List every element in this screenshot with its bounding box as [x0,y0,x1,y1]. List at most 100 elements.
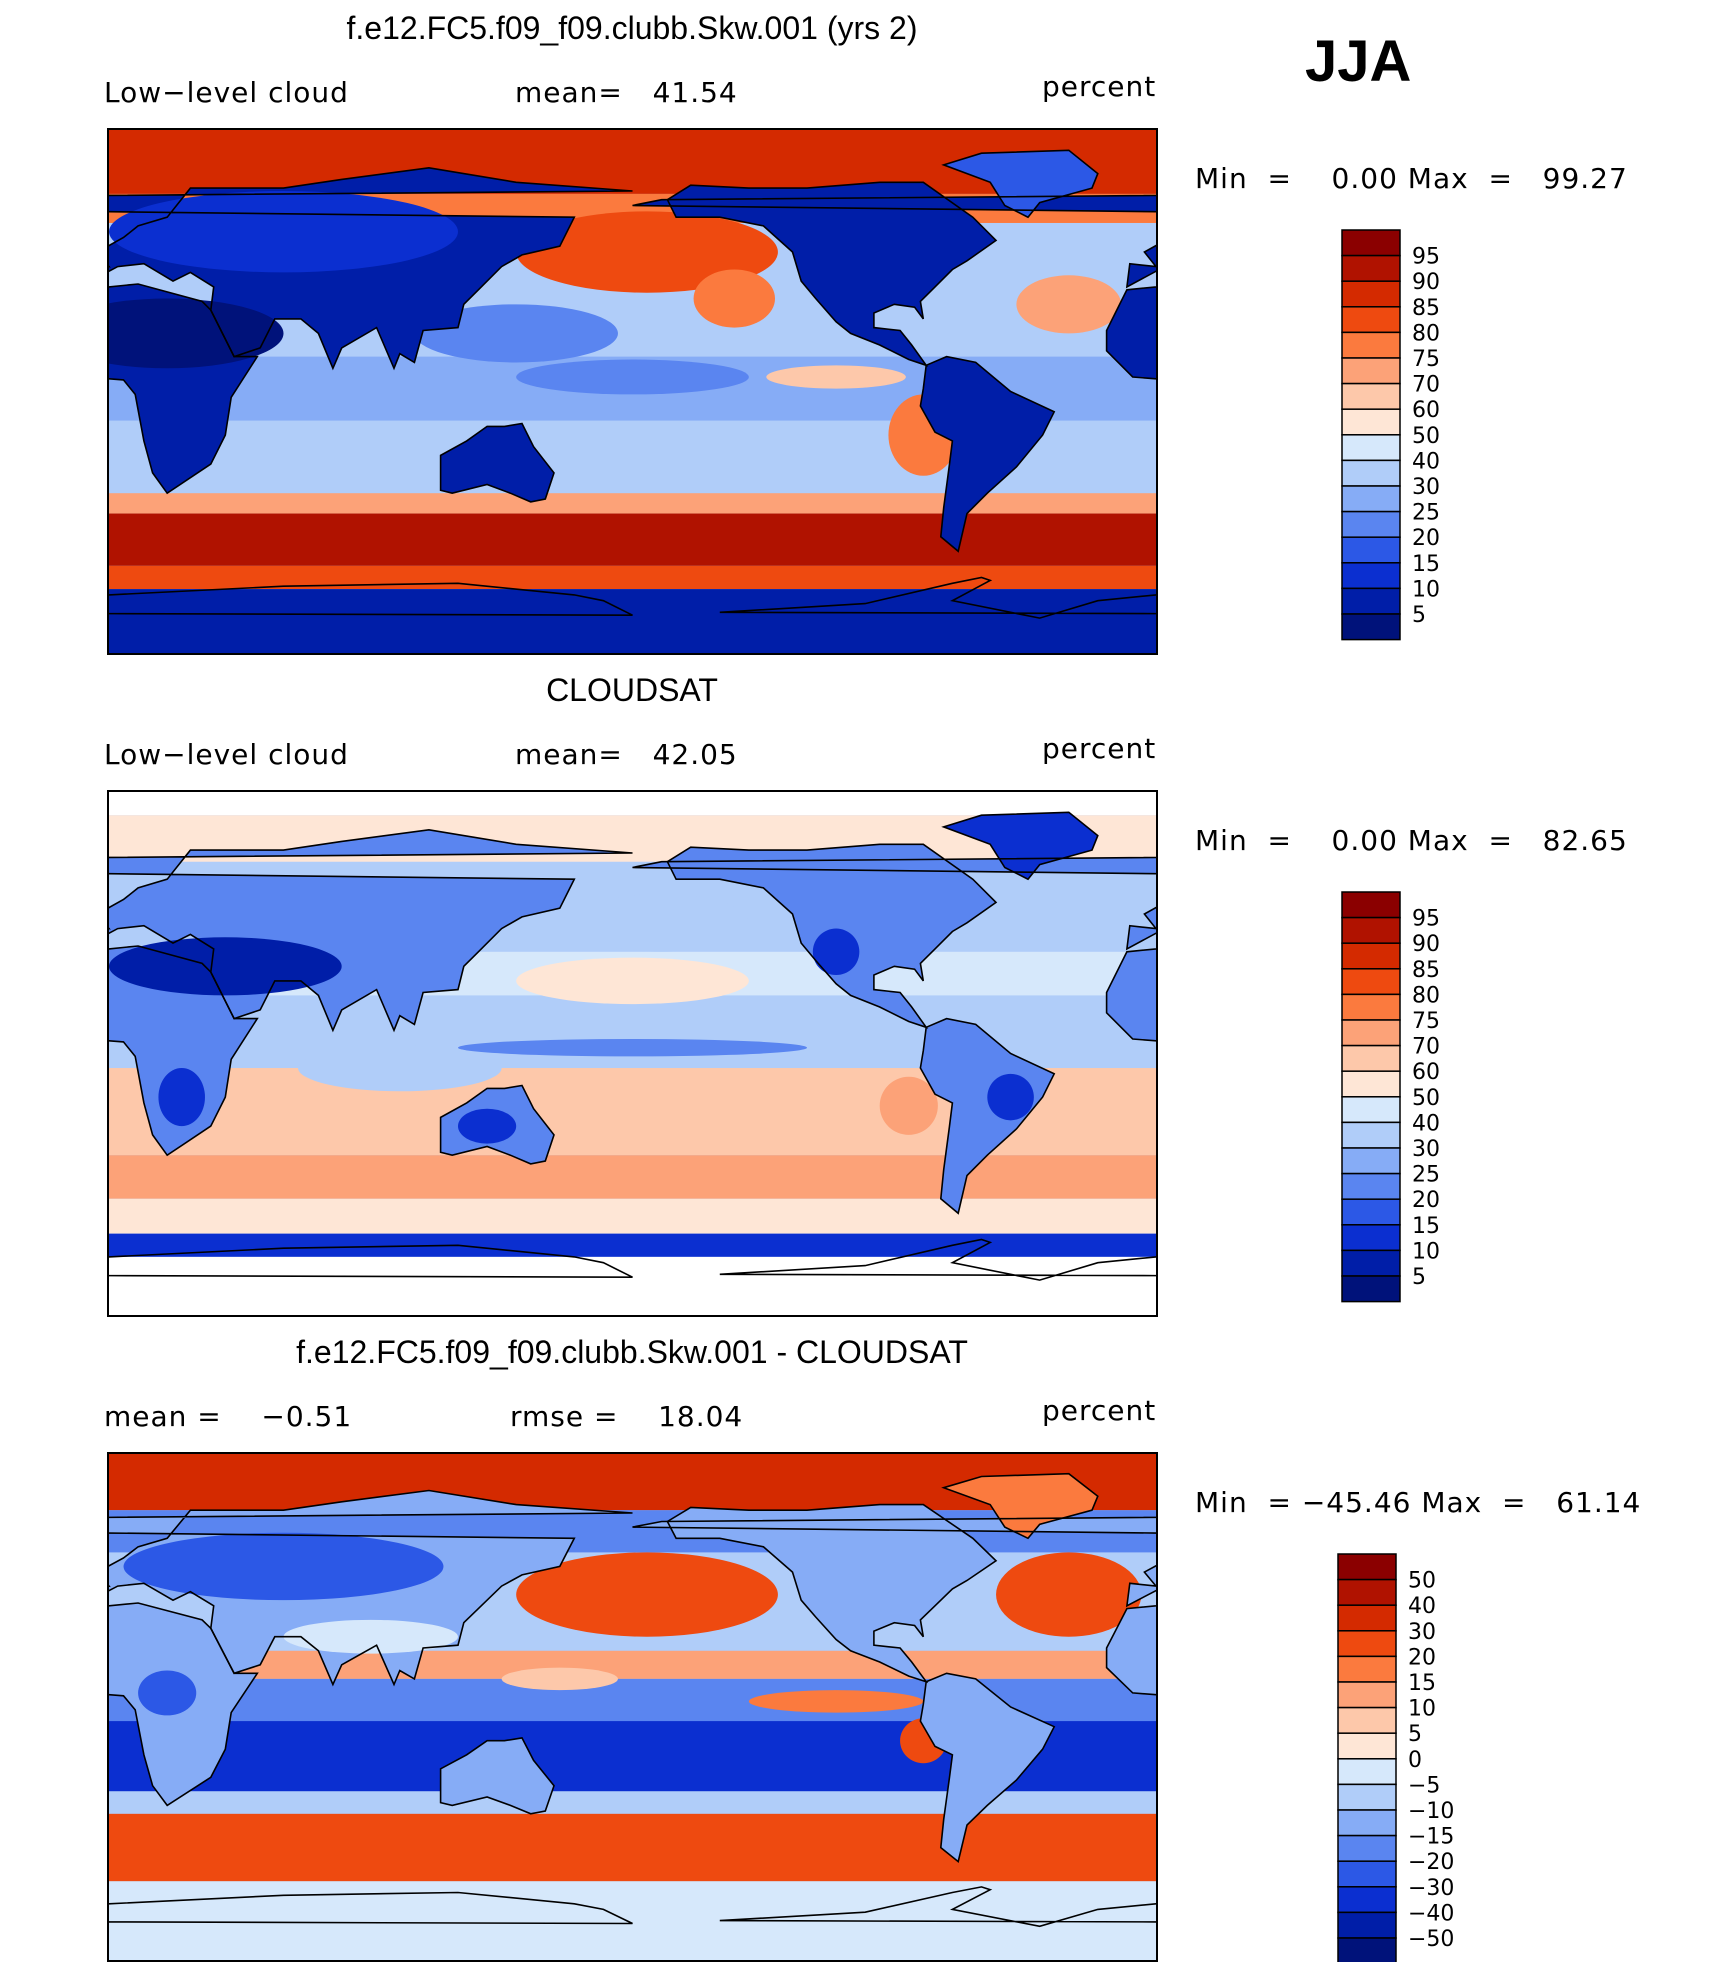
colorbar-tick-label: −40 [1408,1901,1454,1926]
colorbar-box [1341,382,1401,410]
colorbar-box [1341,459,1401,487]
coastline [439,1737,555,1815]
colorbar-box [1341,1121,1401,1149]
colorbar-box [1337,1809,1397,1837]
field-band [109,792,1156,816]
colorbar-box [1341,562,1401,590]
panel1-mean-label: mean= 41.54 [515,76,738,109]
colorbar-tick-label: 20 [1412,526,1440,551]
field-blob [123,1532,444,1601]
colorbar-box [1341,942,1401,970]
panel3-units-label: percent [1042,1394,1157,1427]
field-blob [109,298,284,369]
colorbar-tick-label: 60 [1412,1060,1440,1085]
coastline [109,283,259,495]
colorbar-box [1341,485,1401,513]
field-band [109,565,1156,590]
colorbar-box [1341,331,1401,359]
coastline [719,1886,1156,1928]
colorbar-tick-label: 95 [1412,907,1440,932]
colorbar-box [1337,1706,1397,1734]
panel1-title: f.e12.FC5.f09_f09.clubb.Skw.001 (yrs 2) [346,10,918,46]
colorbar-box [1341,1044,1401,1072]
coastline [919,1017,1056,1215]
colorbar-box [1341,1275,1401,1303]
field-band [109,589,1156,653]
field-band [109,1155,1156,1199]
colorbar-box [1337,1604,1397,1632]
colorbar-tick-label: 10 [1412,1239,1440,1264]
field-blob [458,1108,517,1144]
land-field [943,1473,1098,1539]
colorbar-tick-label: −30 [1408,1876,1454,1901]
coastline [109,1602,259,1807]
panel3-rmse-label: rmse = 18.04 [510,1400,744,1433]
colorbar-box [1341,510,1401,538]
land-field [440,423,554,502]
colorbar-tick-label: 10 [1412,577,1440,602]
coastline [109,828,633,1033]
field-band [109,1256,1156,1315]
colorbar-box [1337,1911,1397,1939]
land-field [667,182,996,366]
field-band [109,493,1156,514]
field-blob [748,1690,924,1713]
field-blob [693,269,776,328]
field-blob [766,365,906,389]
colorbar-tick-label: 25 [1412,1163,1440,1188]
field-blob [158,1068,205,1127]
colorbar-box [1341,408,1401,436]
colorbar-tick-label: 30 [1412,475,1440,500]
panel2-map [107,790,1158,1317]
colorbar-box [1341,229,1401,257]
colorbar-box [1337,1553,1397,1581]
panel3-title: f.e12.FC5.f09_f09.clubb.Skw.001 - CLOUDS… [296,1334,968,1370]
field-blob [414,304,618,363]
field-blob [1016,275,1122,334]
panel2-variable-label: Low−level cloud [104,738,349,771]
field-blob [516,359,749,395]
land-field [1106,1605,1156,1695]
colorbar-box [1337,1860,1397,1888]
coastline [719,1238,1156,1281]
colorbar-box [1341,1019,1401,1047]
land-field [920,356,1055,552]
colorbar-box [1337,1783,1397,1811]
colorbar-tick-label: 5 [1412,1265,1426,1290]
colorbar-tick-label: 25 [1412,501,1440,526]
field-blob [138,1670,197,1716]
colorbar-box [1341,1198,1401,1226]
panel2-minmax: Min = 0.00 Max = 82.65 [1195,824,1628,857]
colorbar-tick-label: 85 [1412,296,1440,321]
coastline [941,149,1099,219]
colorbar-box [1341,306,1401,334]
land-field [667,1504,996,1682]
coastline [666,181,998,367]
colorbar-tick-label: 5 [1408,1722,1422,1747]
colorbar-box [1337,1578,1397,1606]
colorbar-tick-label: 20 [1412,1188,1440,1213]
field-band [109,1198,1156,1234]
colorbar-tick-label: −50 [1408,1927,1454,1952]
colorbar-tick-label: 95 [1412,245,1440,270]
colorbar-box [1341,280,1401,308]
field-blob [879,1076,938,1135]
colorbar-box [1341,968,1401,996]
field-blob [283,1619,458,1654]
field-blob [812,928,860,976]
colorbar-box [1341,916,1401,944]
land-field [1106,948,1156,1041]
land-field [943,150,1098,218]
colorbar-box [1337,1630,1397,1658]
colorbar-tick-label: 15 [1408,1671,1436,1696]
colorbar-tick-label: 50 [1412,424,1440,449]
panel3-minmax: Min = −45.46 Max = 61.14 [1195,1486,1642,1519]
panel1-units-label: percent [1042,70,1157,103]
colorbar-box [1341,434,1401,462]
field-blob [516,957,749,1005]
colorbar-box [1337,1886,1397,1914]
coastline [109,1244,633,1278]
colorbar-box [1337,1681,1397,1709]
panel2-map-graphic [109,792,1156,1315]
season-label: JJA [1305,29,1412,94]
